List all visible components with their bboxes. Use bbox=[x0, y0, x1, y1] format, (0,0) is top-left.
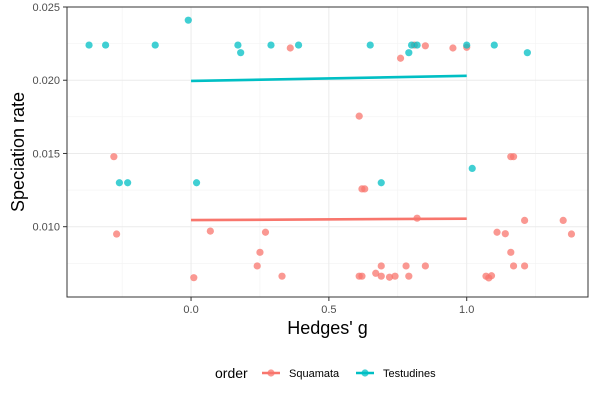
data-point-squamata bbox=[405, 272, 413, 280]
data-point-testudines bbox=[490, 41, 498, 49]
trend-lines bbox=[191, 74, 467, 222]
data-point-squamata bbox=[190, 274, 198, 282]
y-tick-label: 0.025 bbox=[32, 2, 60, 14]
x-tick-label: 1.0 bbox=[459, 304, 474, 316]
x-tick-label: 0.0 bbox=[183, 304, 198, 316]
data-point-squamata bbox=[421, 42, 429, 50]
data-point-testudines bbox=[267, 41, 275, 49]
x-axis-title: Hedges' g bbox=[287, 318, 368, 338]
trend-line-testudines bbox=[191, 74, 467, 83]
data-point-squamata bbox=[402, 262, 410, 270]
data-point-squamata bbox=[377, 262, 385, 270]
data-point-squamata bbox=[509, 153, 518, 161]
data-point-squamata bbox=[286, 44, 294, 52]
data-point-squamata bbox=[385, 273, 394, 281]
data-point-squamata bbox=[567, 230, 576, 238]
data-point-testudines bbox=[405, 49, 413, 57]
data-point-squamata bbox=[509, 262, 518, 270]
axes: 0.0 0.5 1.0 0.010 0.015 0.020 0.025 bbox=[32, 2, 474, 316]
data-point-squamata bbox=[256, 248, 264, 256]
data-point-squamata bbox=[559, 216, 567, 224]
data-point-testudines bbox=[468, 164, 476, 172]
data-point-testudines bbox=[237, 49, 245, 57]
data-point-testudines bbox=[377, 179, 385, 187]
data-point-squamata bbox=[449, 44, 457, 52]
data-point-squamata bbox=[110, 153, 118, 161]
data-point-squamata bbox=[113, 230, 121, 238]
y-tick-label: 0.010 bbox=[32, 222, 60, 234]
data-point-testudines bbox=[463, 41, 471, 49]
data-point-testudines bbox=[407, 41, 416, 49]
data-point-squamata bbox=[377, 272, 385, 280]
data-point-squamata bbox=[501, 230, 509, 238]
trend-line-squamata bbox=[191, 217, 467, 222]
y-tick-label: 0.015 bbox=[32, 148, 60, 160]
data-point-testudines bbox=[523, 49, 531, 57]
data-point-squamata bbox=[421, 262, 429, 270]
y-tick-label: 0.020 bbox=[32, 75, 60, 87]
data-point-squamata bbox=[278, 272, 286, 280]
legend-title: order bbox=[215, 365, 248, 381]
data-point-testudines bbox=[192, 179, 201, 187]
data-point-squamata bbox=[521, 262, 529, 270]
legend-label: Squamata bbox=[289, 368, 340, 380]
legend-key-point bbox=[361, 369, 369, 377]
legend-label: Testudines bbox=[383, 368, 436, 380]
data-point-testudines bbox=[151, 41, 159, 49]
data-point-squamata bbox=[521, 216, 529, 224]
data-point-testudines bbox=[124, 179, 132, 187]
y-axis-title: Speciation rate bbox=[8, 92, 28, 212]
data-point-squamata bbox=[391, 272, 399, 280]
data-point-testudines bbox=[413, 41, 421, 49]
data-point-squamata bbox=[261, 228, 270, 236]
data-point-squamata bbox=[507, 248, 515, 256]
x-tick-label: 0.5 bbox=[321, 304, 336, 316]
data-point-testudines bbox=[234, 41, 242, 49]
data-points bbox=[85, 16, 576, 282]
data-point-testudines bbox=[85, 41, 93, 49]
legend: order Squamata Testudines bbox=[215, 365, 436, 381]
data-point-squamata bbox=[355, 112, 363, 120]
data-point-squamata bbox=[253, 262, 261, 270]
data-point-squamata bbox=[358, 272, 366, 280]
data-point-squamata bbox=[372, 269, 380, 277]
legend-key-point bbox=[267, 369, 275, 377]
data-point-squamata bbox=[487, 272, 496, 280]
data-point-squamata bbox=[361, 185, 369, 193]
data-point-testudines bbox=[294, 41, 303, 49]
data-point-squamata bbox=[493, 228, 501, 236]
data-point-testudines bbox=[184, 16, 192, 24]
grid bbox=[67, 6, 588, 297]
plot-border bbox=[66, 6, 589, 298]
data-point-testudines bbox=[101, 41, 110, 49]
data-point-squamata bbox=[206, 227, 214, 235]
data-point-testudines bbox=[366, 41, 374, 49]
data-point-squamata bbox=[396, 54, 405, 62]
data-point-testudines bbox=[115, 179, 123, 187]
